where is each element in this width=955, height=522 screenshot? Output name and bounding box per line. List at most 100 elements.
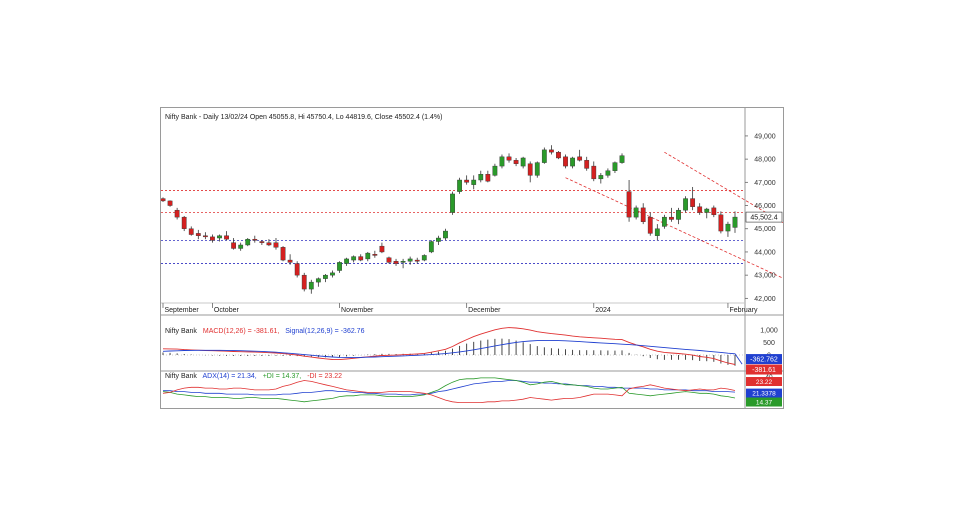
candle-body: [287, 259, 293, 263]
trendline: [565, 177, 792, 283]
adx-value-badge: [746, 388, 782, 398]
candle-body: [217, 235, 222, 239]
macd-title-signal: Signal(12,26,9) = -362.76: [285, 328, 364, 335]
candle-body: [527, 163, 533, 176]
candle-body: [386, 257, 392, 263]
candle-body: [450, 193, 455, 213]
candle-body: [259, 241, 265, 243]
candle-body: [676, 209, 681, 220]
candle-body: [570, 157, 575, 167]
last-price-badge: [745, 211, 783, 223]
x-axis-tick-label: November: [341, 307, 374, 314]
candle-body: [294, 263, 300, 276]
candle-body: [308, 281, 314, 290]
candle-body: [436, 237, 441, 242]
last-price-label: 45,502.4: [750, 215, 777, 222]
candle-body: [238, 244, 244, 249]
macd-title-value: MACD(12,26) = -381.61,: [203, 328, 280, 335]
candle-body: [457, 179, 462, 192]
candle-body: [506, 156, 512, 161]
candle-body: [167, 200, 173, 206]
macd-value-badge: [746, 364, 782, 375]
adx-value-label: 14.37: [756, 399, 773, 406]
candle-body: [471, 179, 477, 185]
macd-value-label: -381.61: [752, 367, 776, 374]
candle-body: [344, 258, 349, 264]
candle-body: [612, 162, 618, 171]
candle-body: [188, 228, 194, 235]
macd-value-badge: [746, 354, 782, 365]
candle-body: [647, 216, 653, 234]
candle-body: [478, 174, 484, 181]
adx-series-line-plus_di: [162, 377, 736, 403]
candle-body: [732, 216, 738, 228]
price-levels-layer: [161, 151, 813, 283]
candle-body: [499, 156, 505, 167]
candle-body: [365, 252, 371, 260]
x-axis-tick-label: October: [214, 307, 240, 314]
x-axis-tick-label: September: [165, 307, 200, 314]
price-axis-tick-label: 46,000: [754, 203, 776, 210]
candle-body: [683, 198, 688, 211]
candle-body: [591, 165, 597, 180]
x-axis-tick-label: December: [468, 307, 501, 314]
price-axis-tick-label: 49,000: [754, 133, 776, 140]
adx-title-minus-di: -DI = 23.22: [307, 373, 342, 380]
x-axis-tick-label: February: [729, 307, 758, 314]
price-axis-tick-label: 47,000: [754, 180, 776, 187]
candle-body: [160, 198, 166, 202]
adx-panel-title: Nifty Bank ADX(14) = 21.34, +DI = 14.37,…: [165, 373, 342, 380]
candle-body: [323, 274, 328, 279]
candle-body: [273, 242, 279, 248]
candle-body: [266, 242, 272, 246]
chart-svg: Nifty Bank - Daily 13/02/24 Open 45055.8…: [160, 108, 813, 408]
candle-body: [428, 241, 434, 253]
adx-value-label: 21.3378: [752, 390, 776, 397]
adx-series-line-adx: [163, 380, 736, 396]
candle-body: [301, 274, 307, 290]
candle-body: [718, 214, 724, 232]
candle-body: [330, 272, 335, 276]
candle-body: [280, 247, 286, 261]
candle-body: [400, 261, 406, 263]
adx-title-adx: ADX(14) = 21.34,: [202, 373, 256, 380]
candle-body: [584, 160, 590, 169]
candle-body: [697, 206, 703, 213]
candle-body: [541, 149, 547, 163]
chart-frame: Nifty Bank - Daily 13/02/24 Open 45055.8…: [160, 107, 813, 409]
price-axis-tick-label: 45,000: [754, 226, 776, 233]
candle-body: [704, 208, 710, 213]
candle-body: [351, 256, 357, 261]
candle-body: [633, 207, 639, 218]
adx-series-line-minus_di: [162, 380, 736, 404]
candle-body: [393, 261, 399, 264]
macd-title-name: Nifty Bank: [165, 328, 197, 335]
x-axis-tick-label: 2024: [595, 307, 611, 314]
candle-body: [661, 216, 667, 227]
candle-body: [245, 238, 251, 246]
candle-body: [174, 209, 180, 218]
trendline: [664, 151, 813, 241]
candle-body: [252, 238, 258, 241]
candle-body: [443, 230, 448, 239]
candle-body: [315, 278, 321, 283]
candle-body: [407, 258, 413, 262]
price-axis-tick-label: 43,000: [754, 273, 776, 280]
candle-body: [577, 156, 583, 161]
price-axis-tick-label: 48,000: [754, 157, 776, 164]
candle-body: [619, 155, 625, 163]
adx-value-badge: [746, 397, 782, 407]
candle-body: [231, 242, 237, 249]
price-axis-tick-label: 42,000: [754, 296, 776, 303]
candle-body: [549, 149, 554, 153]
candle-body: [513, 160, 519, 164]
candle-body: [725, 223, 731, 232]
candle-body: [598, 175, 604, 180]
candle-body: [379, 245, 385, 253]
candle-body: [520, 157, 526, 167]
adx-title-name: Nifty Bank: [165, 373, 197, 380]
candle-body: [605, 170, 611, 176]
candle-body: [640, 207, 646, 222]
candle-body: [690, 198, 696, 207]
